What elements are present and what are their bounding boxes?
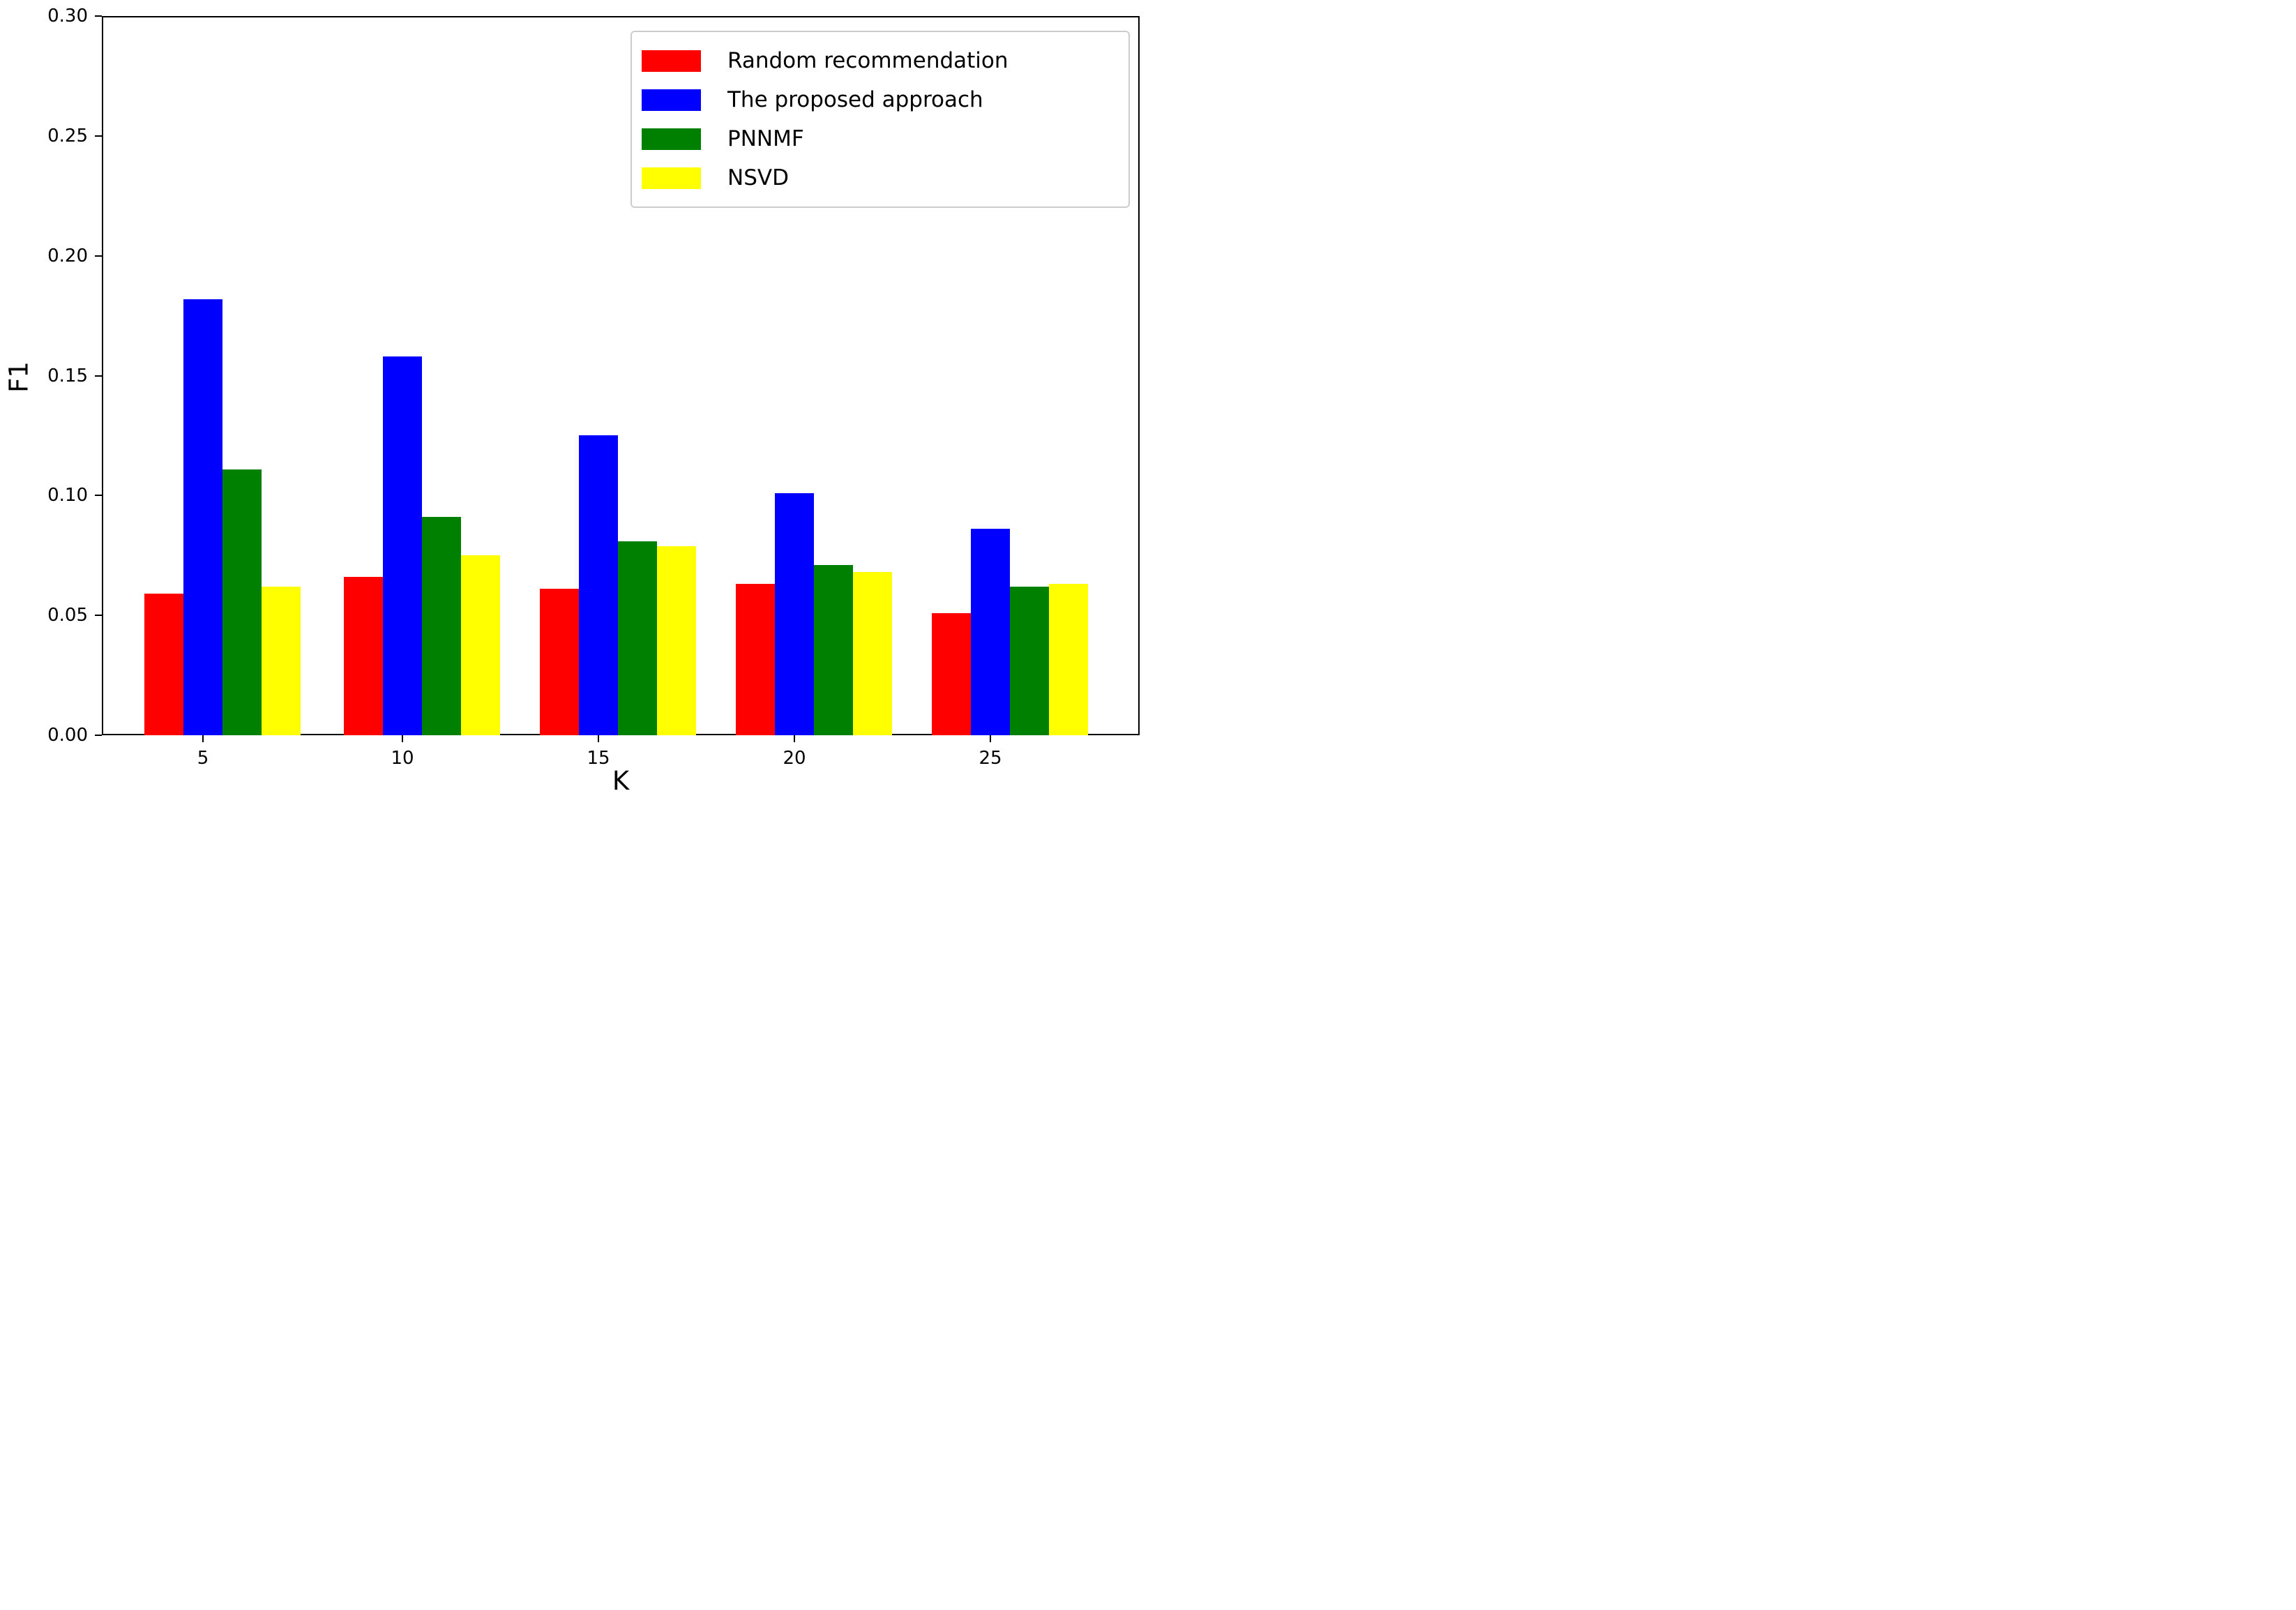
legend-item: Random recommendation [642, 43, 1121, 79]
bar-random-recommendation-k10 [344, 577, 383, 735]
x-tick-mark [990, 735, 991, 742]
y-tick-mark [95, 495, 102, 497]
x-tick-mark [202, 735, 204, 742]
x-tick-label: 15 [587, 748, 610, 769]
x-tick-label: 20 [783, 748, 806, 769]
y-tick-label: 0.15 [47, 365, 88, 386]
x-tick-mark [402, 735, 403, 742]
y-tick-mark [95, 615, 102, 617]
y-tick-mark [95, 255, 102, 257]
legend: Random recommendation The proposed approa… [630, 31, 1130, 208]
bar-nsvd-k10 [461, 555, 500, 735]
bar-pnnmf-k20 [814, 564, 853, 735]
legend-item: PNNMF [642, 121, 1121, 157]
bar-nsvd-k15 [657, 546, 696, 735]
bar-random-recommendation-k5 [144, 594, 183, 735]
legend-swatch-icon [642, 167, 701, 189]
y-tick-mark [95, 375, 102, 377]
legend-label: NSVD [727, 165, 789, 190]
legend-swatch-icon [642, 89, 701, 111]
bar-chart-figure: 0.00 0.05 0.10 0.15 0.20 0.25 0.30 5 10 15 20 25 K … [0, 0, 1148, 805]
legend-item: NSVD [642, 160, 1121, 196]
bar-random-recommendation-k20 [736, 584, 775, 735]
bar-the-proposed-approach-k10 [383, 356, 422, 735]
y-tick-label: 0.05 [47, 605, 88, 626]
x-axis-label: K [612, 766, 630, 796]
bar-nsvd-k25 [1049, 584, 1088, 735]
y-tick-label: 0.30 [47, 6, 88, 27]
bar-pnnmf-k15 [618, 541, 657, 735]
legend-label: Random recommendation [727, 48, 1009, 73]
bar-nsvd-k20 [853, 572, 892, 735]
x-tick-label: 25 [979, 748, 1002, 769]
bar-the-proposed-approach-k15 [579, 435, 618, 735]
bar-the-proposed-approach-k20 [775, 492, 814, 735]
y-tick-label: 0.10 [47, 485, 88, 506]
y-tick-label: 0.00 [47, 725, 88, 746]
x-tick-label: 10 [391, 748, 414, 769]
legend-label: The proposed approach [727, 87, 983, 112]
x-tick-label: 5 [197, 748, 209, 769]
y-tick-label: 0.20 [47, 245, 88, 266]
bar-the-proposed-approach-k5 [183, 299, 222, 735]
bar-pnnmf-k10 [422, 517, 461, 735]
bar-random-recommendation-k25 [932, 612, 971, 735]
bar-the-proposed-approach-k25 [971, 529, 1010, 735]
legend-item: The proposed approach [642, 82, 1121, 118]
bar-pnnmf-k25 [1010, 586, 1049, 735]
y-tick-mark [95, 735, 102, 736]
x-tick-mark [794, 735, 795, 742]
legend-label: PNNMF [727, 126, 804, 151]
bar-random-recommendation-k15 [540, 589, 579, 735]
bar-nsvd-k5 [262, 586, 301, 735]
y-tick-mark [95, 15, 102, 17]
x-tick-mark [598, 735, 599, 742]
y-tick-label: 0.25 [47, 125, 88, 146]
y-axis-label: F1 [3, 361, 34, 393]
legend-swatch-icon [642, 128, 701, 150]
bar-pnnmf-k5 [222, 469, 262, 735]
y-tick-mark [95, 135, 102, 137]
legend-swatch-icon [642, 50, 701, 72]
